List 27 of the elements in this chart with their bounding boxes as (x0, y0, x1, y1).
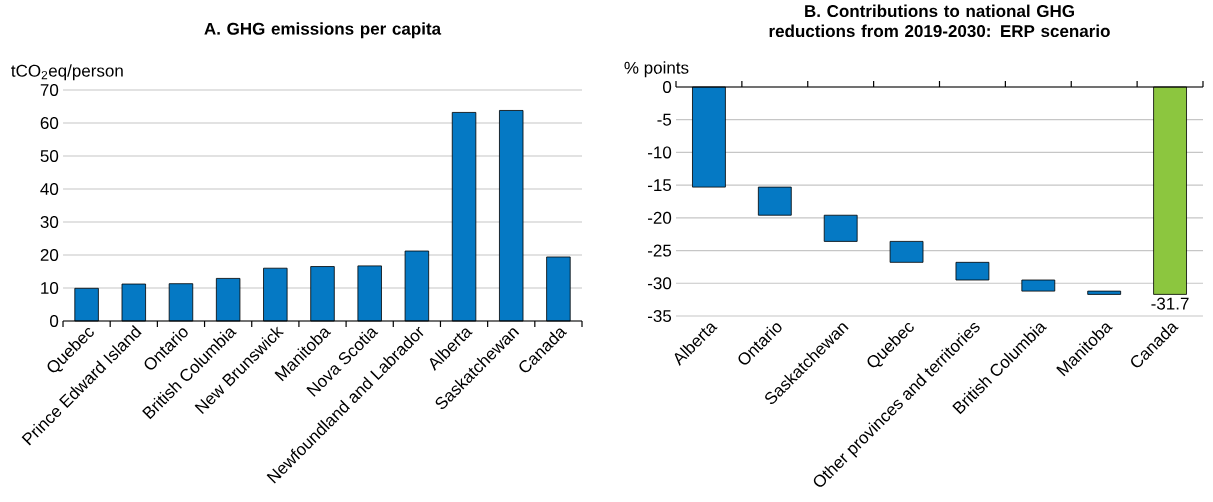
y-tick-label: -30 (647, 277, 672, 290)
chart-title: B. Contributions to national GHG reductions from 2019-2030: ERP scenario (769, 4, 1110, 38)
y-axis-title: % points (624, 61, 689, 78)
y-tick-label: -5 (657, 113, 672, 126)
y-tick-label: 10 (41, 281, 59, 295)
bar (889, 241, 924, 263)
y-tick-label: -10 (647, 146, 672, 159)
y-axis-title: tCO$_{2}$eq/person (11, 64, 123, 81)
y-tick-label: 0 (50, 314, 59, 328)
y-tick-label: 60 (40, 116, 59, 130)
bar (757, 186, 792, 216)
y-tick-label: 20 (40, 248, 59, 262)
y-tick-label: -15 (647, 179, 672, 192)
bar (955, 261, 990, 281)
bar (823, 214, 858, 242)
y-tick-label: 70 (40, 83, 59, 97)
chart-title: A. GHG emissions per capita (204, 22, 442, 39)
y-tick-label: -25 (647, 244, 672, 257)
y-tick-label: -20 (647, 211, 672, 224)
bar (1021, 279, 1056, 292)
data-label: -31.7 (1151, 297, 1189, 310)
y-tick-label: 0 (663, 80, 672, 94)
y-tick-label: -35 (647, 309, 672, 323)
y-tick-label: 50 (40, 149, 59, 163)
bar (1087, 290, 1122, 295)
y-tick-label: 40 (40, 182, 59, 196)
y-tick-label: 30 (40, 215, 59, 229)
